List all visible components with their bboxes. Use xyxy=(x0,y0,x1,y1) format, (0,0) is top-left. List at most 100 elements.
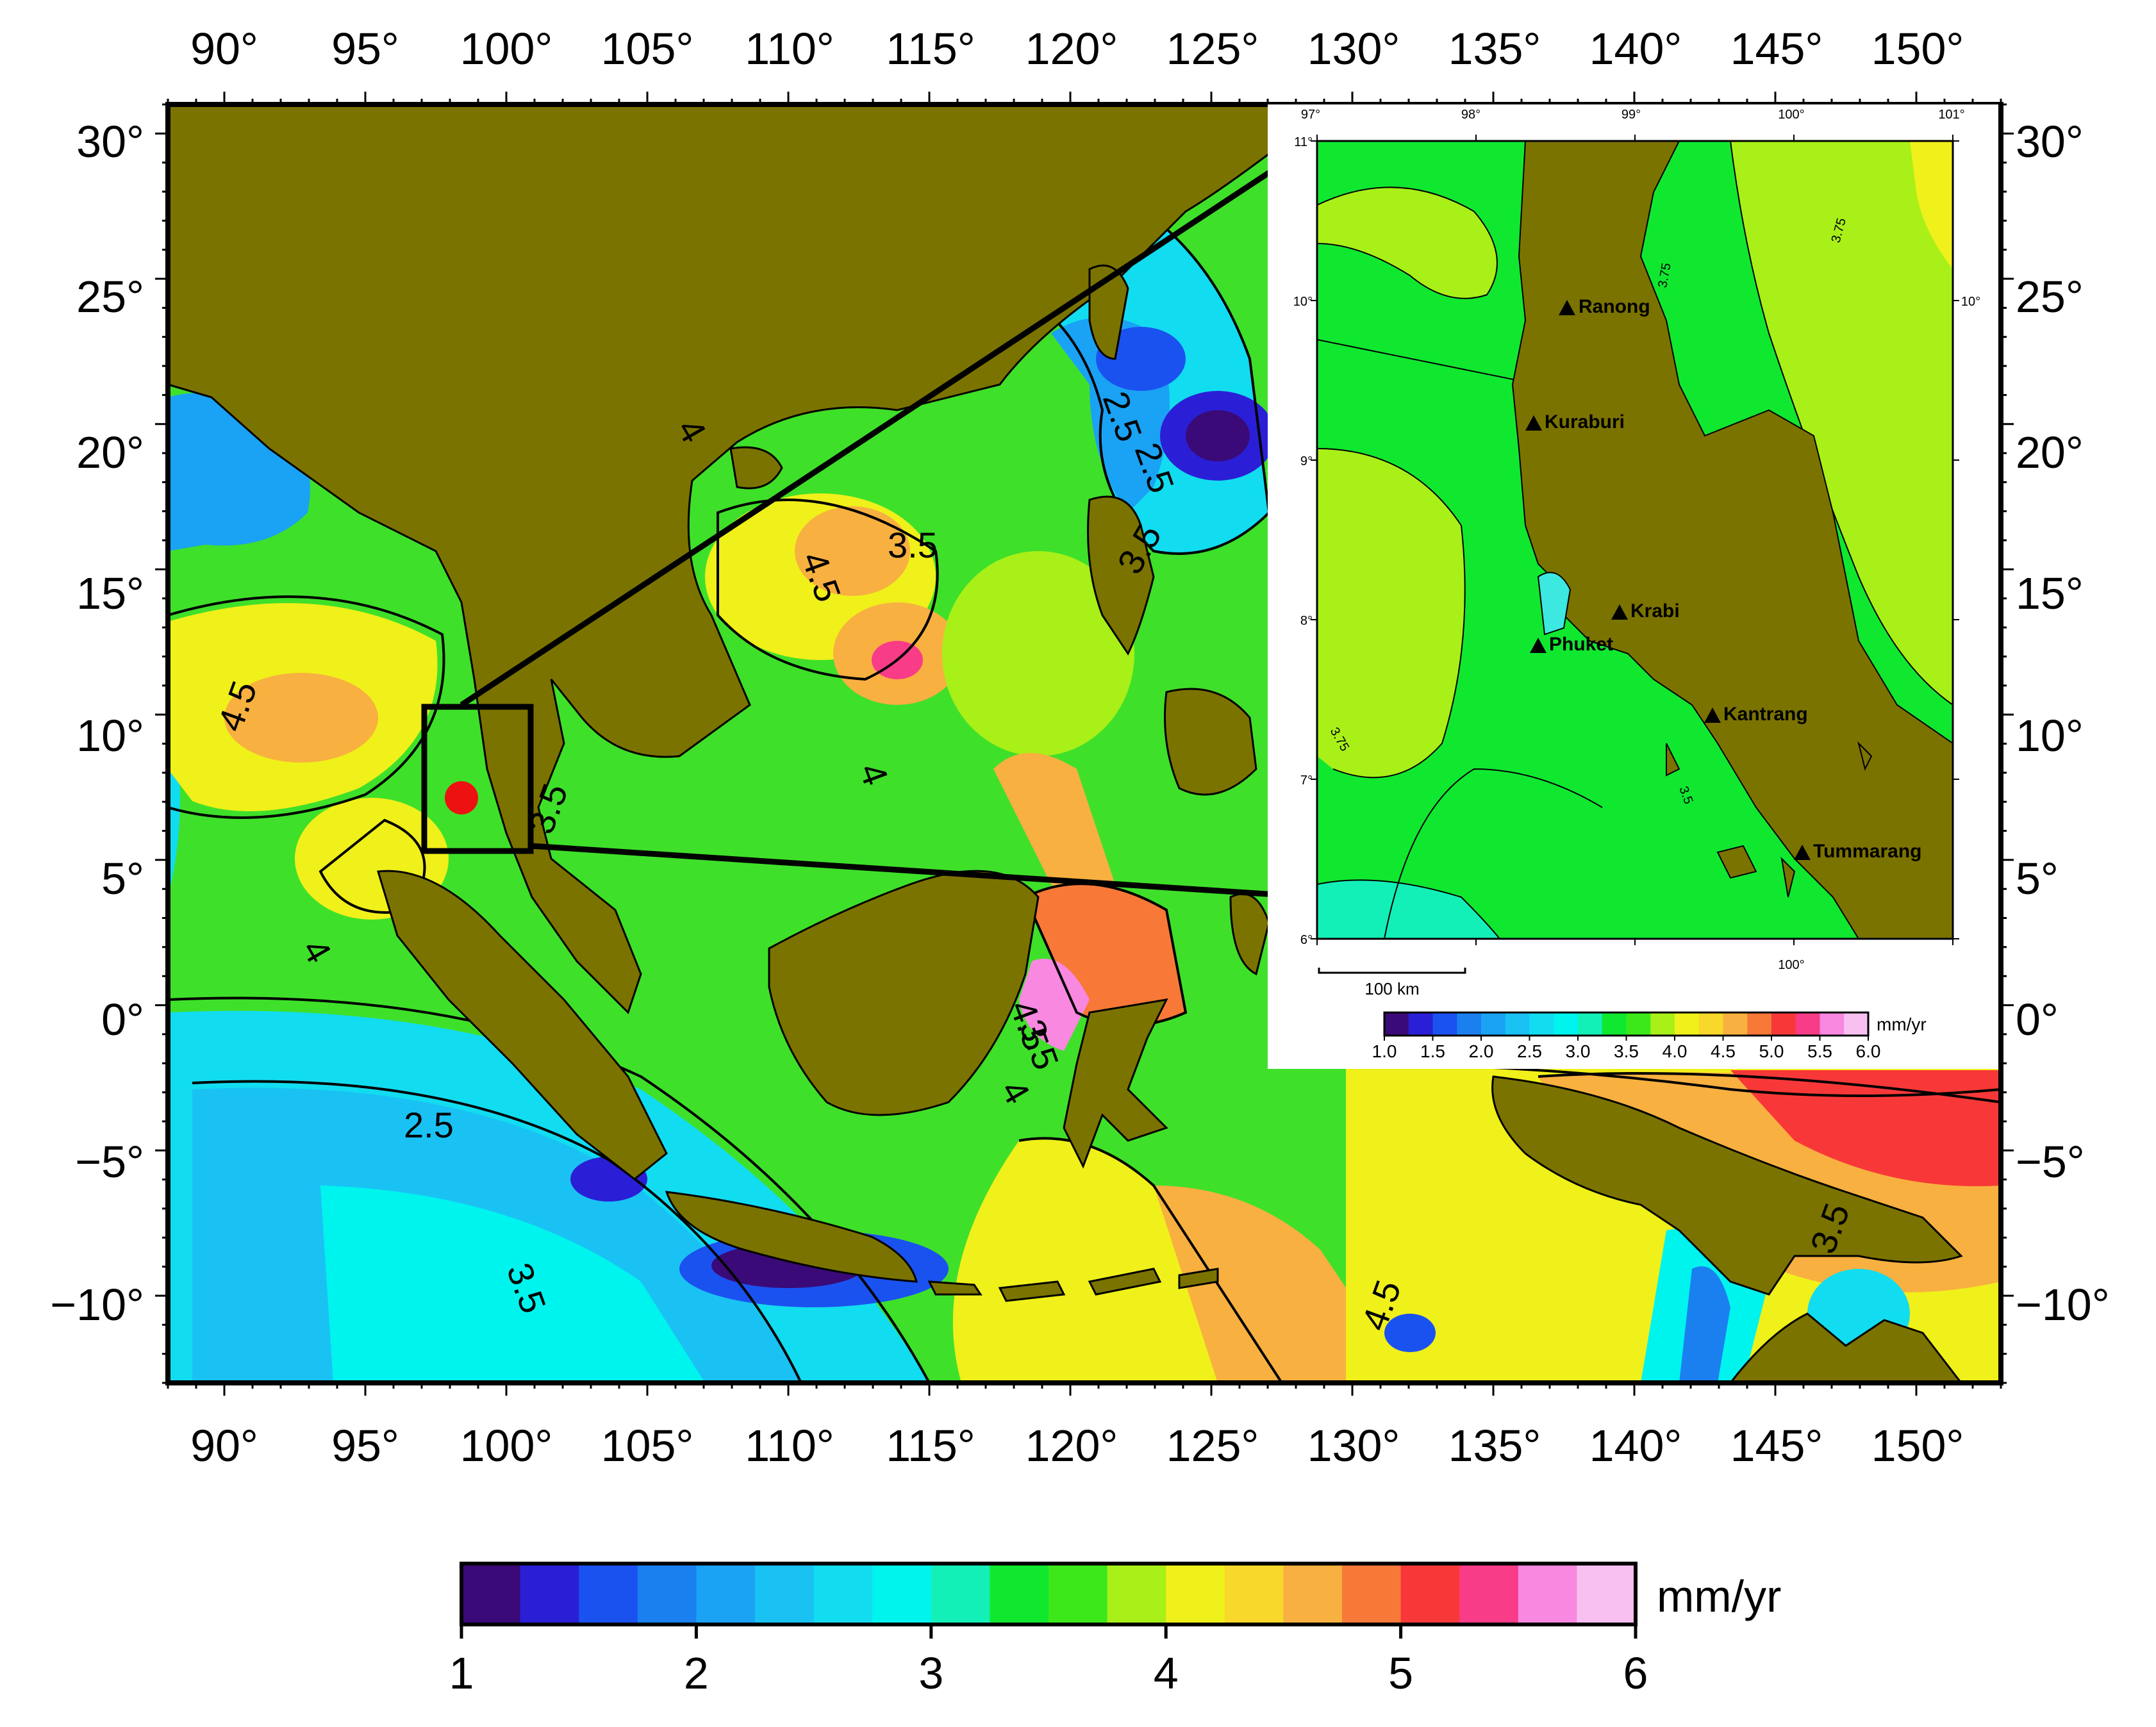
colorbar-tick-label: 6 xyxy=(1623,1648,1648,1698)
lon-tick-label: 140° xyxy=(1589,1421,1682,1471)
station-triangle-icon xyxy=(1611,604,1628,620)
colorbar-tick-label: 4 xyxy=(1154,1648,1179,1698)
lon-tick-label: 95° xyxy=(331,24,399,74)
contour-label: 2.5 xyxy=(404,1105,454,1145)
inset-lon-tick-label: 99° xyxy=(1621,108,1641,122)
lon-tick-label: 105° xyxy=(601,1421,694,1471)
station-label: Ranong xyxy=(1579,296,1650,317)
inset-colorbar-swatch xyxy=(1602,1012,1627,1036)
main-colorbar: 1 2 3 4 5 6 mm/yr xyxy=(449,1562,1781,1698)
lon-tick-label: 120° xyxy=(1025,24,1118,74)
colorbar-swatch xyxy=(1459,1564,1519,1624)
inset-land xyxy=(1511,141,1953,939)
station-label: Phuket xyxy=(1549,634,1613,655)
lat-tick-label: 25° xyxy=(76,272,144,322)
tide-gauge-stations: Ranong Kuraburi Krabi Phuket Kantrang Tu… xyxy=(1525,296,1921,862)
scale-bar-label: 100 km xyxy=(1364,979,1419,998)
lon-tick-label: 95° xyxy=(331,1421,399,1471)
inset-colorbar-tick-label: 3.0 xyxy=(1566,1041,1591,1061)
lon-tick-label: 150° xyxy=(1871,1421,1964,1471)
inset-lon-labels: 97° 98° 99° 100° 101° 100° xyxy=(1301,108,1965,972)
mindanao-island xyxy=(1164,688,1257,796)
lon-tick-label: 135° xyxy=(1448,1421,1541,1471)
inset-lat-tick-label: 10° xyxy=(1293,295,1313,309)
colorbar-swatch xyxy=(990,1564,1049,1624)
inset-colorbar-swatch xyxy=(1844,1012,1869,1036)
station-triangle-icon xyxy=(1530,638,1547,653)
inset-right-lat-label: 10° xyxy=(1961,295,1980,309)
inset-colorbar-swatch xyxy=(1795,1012,1820,1036)
contour-label: 3.5 xyxy=(888,525,938,565)
inset-colorbar: 1.0 1.5 2.0 2.5 3.0 3.5 4.0 4.5 5.0 5.5 6.0 mm/yr xyxy=(1372,1011,1927,1061)
lon-tick-label: 100° xyxy=(460,24,553,74)
inset-islands xyxy=(1666,741,1873,898)
colorbar-swatch xyxy=(1049,1564,1108,1624)
colorbar-swatch xyxy=(1283,1564,1343,1624)
inset-colorbar-unit: mm/yr xyxy=(1877,1014,1927,1034)
inset-colorbar-swatch xyxy=(1747,1012,1772,1036)
inset-colorbar-tick-label: 3.5 xyxy=(1614,1041,1639,1061)
inset-colorbar-tick-label: 4.5 xyxy=(1711,1041,1736,1061)
inset-colorbar-swatch xyxy=(1771,1012,1796,1036)
lat-tick-label: 20° xyxy=(76,427,144,477)
lon-tick-label: 125° xyxy=(1166,1421,1259,1471)
inset-colorbar-swatch xyxy=(1505,1012,1530,1036)
malay-peninsula xyxy=(1511,141,1953,939)
taiwan-island xyxy=(1088,264,1129,360)
sumatra-island xyxy=(377,870,668,1180)
station-label: Kuraburi xyxy=(1545,411,1625,433)
inset-colorbar-tick-label: 6.0 xyxy=(1856,1041,1881,1061)
colorbar-swatch xyxy=(1107,1564,1166,1624)
colorbar-tick-label: 5 xyxy=(1388,1648,1413,1698)
lat-tick-label: 5° xyxy=(2016,854,2059,904)
inset-colorbar-swatch xyxy=(1481,1012,1506,1036)
lat-tick-label: 15° xyxy=(76,568,144,618)
map-frame-ticks xyxy=(155,92,2014,1396)
lon-tick-label: 120° xyxy=(1025,1421,1118,1471)
inset-colorbar-swatch xyxy=(1578,1012,1603,1036)
lon-tick-label: 125° xyxy=(1166,24,1259,74)
lat-tick-label: 25° xyxy=(2016,272,2084,322)
colorbar-tick-label: 2 xyxy=(684,1648,709,1698)
lon-tick-label: 115° xyxy=(886,1421,975,1471)
inset-colorbar-cells xyxy=(1384,1012,1869,1036)
inset-lat-tick-label: 7° xyxy=(1300,773,1313,788)
study-area-box xyxy=(421,704,534,854)
station-triangle-icon xyxy=(1559,300,1575,315)
inset-colorbar-tick-label: 5.0 xyxy=(1759,1041,1784,1061)
lon-tick-label: 145° xyxy=(1730,24,1823,74)
lat-tick-label: 15° xyxy=(2016,568,2084,618)
lon-tick-label: 90° xyxy=(190,24,258,74)
lat-tick-label: 30° xyxy=(2016,117,2084,167)
lat-tick-label: 0° xyxy=(2016,995,2059,1045)
study-site-marker xyxy=(445,781,478,814)
lon-tick-label: 100° xyxy=(460,1421,553,1471)
lon-tick-label: 150° xyxy=(1871,24,1964,74)
lon-labels-bottom: 90° 95° 100° 105° 110° 115° 120° 125° 13… xyxy=(190,1421,1964,1471)
lon-tick-label: 145° xyxy=(1730,1421,1823,1471)
inset-colorbar-swatch xyxy=(1723,1012,1748,1036)
inset-colorbar-tick-label: 5.5 xyxy=(1807,1041,1832,1061)
lat-tick-label: 20° xyxy=(2016,427,2084,477)
phuket-island xyxy=(1537,572,1571,636)
station-label: Kantrang xyxy=(1723,704,1808,725)
colorbar-tick-label: 1 xyxy=(449,1648,474,1698)
inset-colorbar-swatch xyxy=(1457,1012,1482,1036)
lesser-sunda-islands xyxy=(927,1268,1219,1302)
landmasses xyxy=(168,104,1963,1383)
colorbar-swatch xyxy=(1400,1564,1460,1624)
lon-tick-label: 110° xyxy=(745,1421,834,1471)
sulawesi-island xyxy=(1063,998,1168,1169)
lat-tick-label: −10° xyxy=(50,1280,144,1330)
inset-bottom-lon-label: 100° xyxy=(1778,958,1804,972)
lon-tick-label: 115° xyxy=(886,24,975,74)
colorbar-swatch xyxy=(520,1564,579,1624)
lat-labels-left: 30° 25° 20° 15° 10° 5° 0° −5° −10° xyxy=(50,117,144,1330)
lon-tick-label: 110° xyxy=(745,24,834,74)
inset-lat-tick-label: 9° xyxy=(1300,454,1313,468)
lon-tick-label: 105° xyxy=(601,24,694,74)
colorbar-cells xyxy=(461,1564,1636,1624)
colorbar-swatch xyxy=(755,1564,815,1624)
inset-colorbar-swatch xyxy=(1820,1012,1845,1036)
